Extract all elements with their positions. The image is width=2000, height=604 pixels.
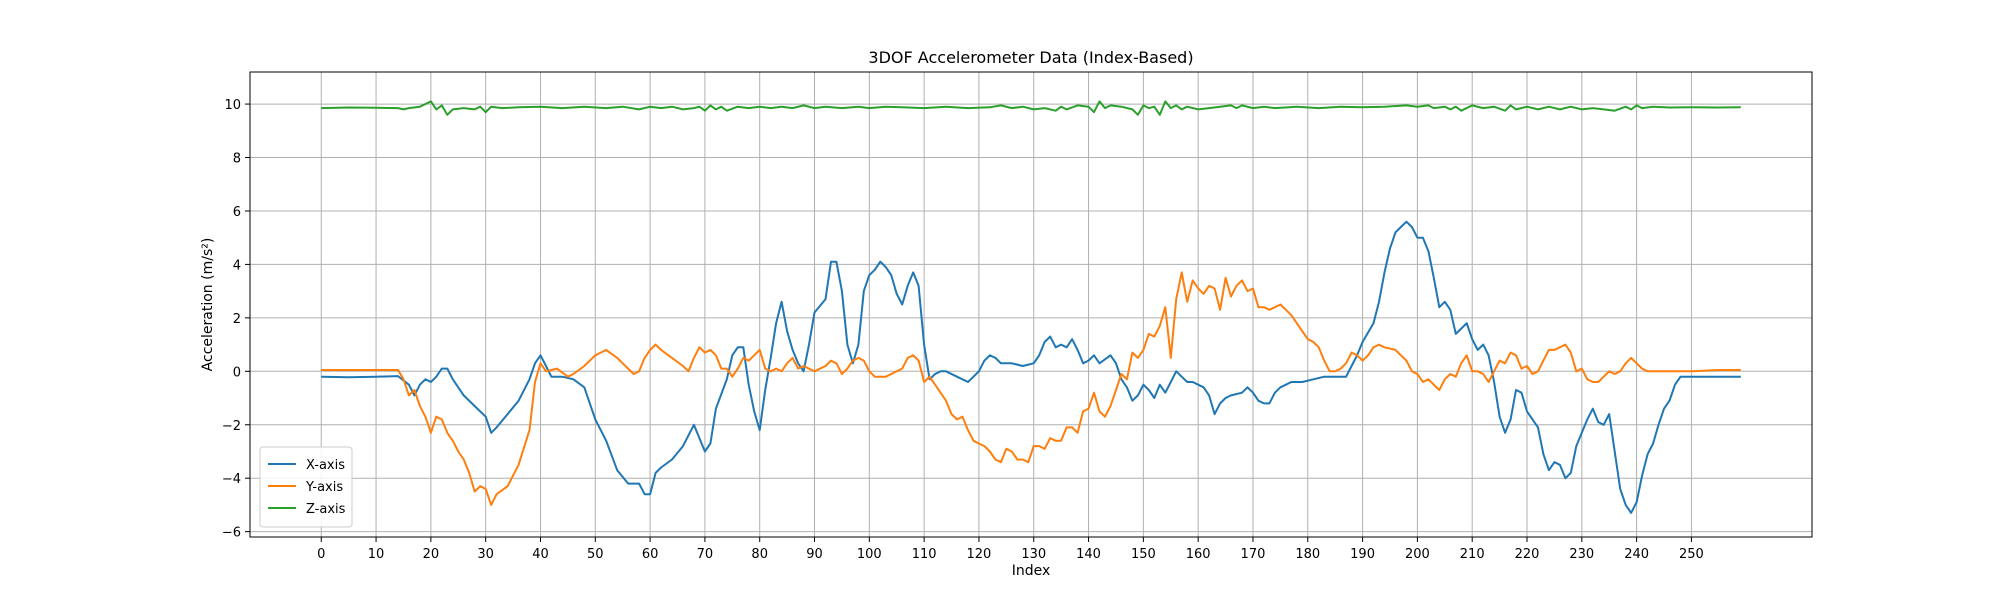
axis-ticks: 0 10 20 30 40 50 60 70 80 90 100 110 120 130 140 150 160… — [222, 98, 1704, 562]
y-tick-label: −2 — [222, 419, 241, 434]
legend: X-axis Y-axis Z-axis — [259, 446, 353, 528]
legend-label: Z-axis — [306, 502, 346, 517]
x-tick-label: 150 — [1131, 547, 1156, 562]
x-axis-title: Index — [1012, 563, 1051, 579]
x-tick-label: 130 — [1021, 547, 1046, 562]
y-tick-label: −4 — [222, 472, 241, 487]
y-tick-label: 0 — [233, 365, 241, 380]
y-axis-title: Acceleration (m/s²) — [200, 238, 216, 372]
x-tick-label: 200 — [1405, 547, 1430, 562]
y-tick-label: 6 — [233, 205, 241, 220]
y-tick-label: 2 — [233, 312, 241, 327]
y-tick-label: 4 — [233, 258, 241, 273]
series-lines — [321, 100, 1741, 514]
x-tick-label: 0 — [317, 547, 325, 562]
x-tick-label: 170 — [1241, 547, 1266, 562]
x-tick-label: 70 — [697, 547, 714, 562]
x-tick-label: 210 — [1460, 547, 1485, 562]
legend-label: X-axis — [306, 458, 345, 473]
plot-frame — [249, 71, 1813, 538]
chart-title: 3DOF Accelerometer Data (Index-Based) — [868, 48, 1193, 67]
x-tick-label: 140 — [1076, 547, 1101, 562]
x-tick-label: 40 — [532, 547, 549, 562]
x-tick-label: 60 — [642, 547, 659, 562]
series-line-z-axis — [321, 100, 1741, 116]
x-tick-label: 80 — [751, 547, 768, 562]
x-tick-label: 250 — [1679, 547, 1704, 562]
x-tick-label: 110 — [912, 547, 937, 562]
legend-label: Y-axis — [305, 480, 343, 495]
x-tick-label: 90 — [806, 547, 823, 562]
x-tick-label: 220 — [1515, 547, 1540, 562]
x-tick-label: 240 — [1624, 547, 1649, 562]
y-tick-label: 10 — [224, 98, 241, 113]
grid — [250, 72, 1812, 537]
x-tick-label: 100 — [857, 547, 882, 562]
series-line-x-axis — [321, 220, 1741, 514]
x-tick-label: 230 — [1569, 547, 1594, 562]
series-line-y-axis — [321, 271, 1741, 506]
x-tick-label: 180 — [1295, 547, 1320, 562]
x-tick-label: 120 — [967, 547, 992, 562]
y-tick-label: 8 — [233, 152, 241, 167]
x-tick-label: 190 — [1350, 547, 1375, 562]
x-tick-label: 160 — [1186, 547, 1211, 562]
y-tick-label: −6 — [222, 526, 241, 541]
x-tick-label: 50 — [587, 547, 604, 562]
x-tick-label: 30 — [477, 547, 494, 562]
x-tick-label: 10 — [368, 547, 385, 562]
x-tick-label: 20 — [423, 547, 440, 562]
